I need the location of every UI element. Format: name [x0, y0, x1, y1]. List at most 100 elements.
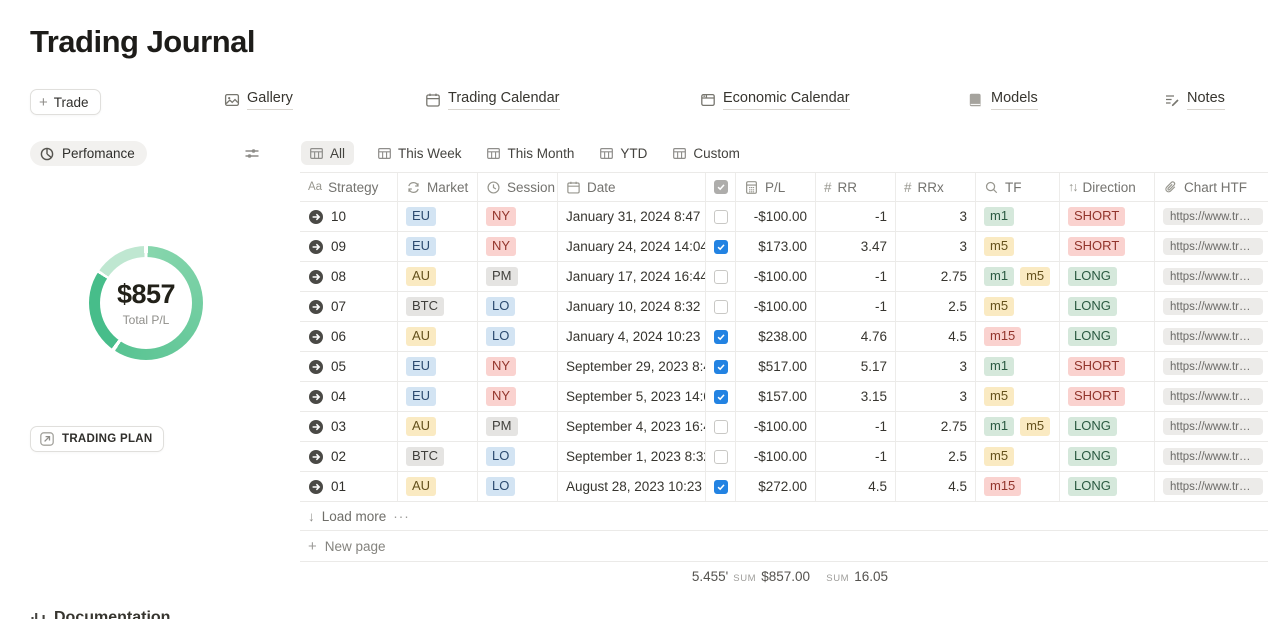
column-header-rr[interactable]: # RR — [816, 173, 896, 201]
cell-rr[interactable]: -1 — [816, 442, 896, 471]
cell-strategy[interactable]: 06 — [300, 322, 398, 351]
chart-link-chip[interactable]: https://www.tradi... — [1163, 298, 1263, 315]
cell-chart[interactable]: https://www.tradi... — [1155, 412, 1268, 441]
cell-strategy[interactable]: 10 — [300, 202, 398, 231]
cell-tf[interactable]: m5 — [976, 382, 1060, 411]
cell-pl[interactable]: -$100.00 — [736, 292, 816, 321]
checkbox-checked[interactable] — [713, 359, 728, 374]
cell-direction[interactable]: SHORT — [1060, 202, 1155, 231]
open-arrow-icon[interactable] — [308, 299, 324, 315]
cell-direction[interactable]: SHORT — [1060, 232, 1155, 261]
open-arrow-icon[interactable] — [308, 329, 324, 345]
cell-direction[interactable]: LONG — [1060, 262, 1155, 291]
cell-pl[interactable]: $157.00 — [736, 382, 816, 411]
cell-strategy[interactable]: 08 — [300, 262, 398, 291]
cell-pl[interactable]: -$100.00 — [736, 442, 816, 471]
cell-rrx[interactable]: 2.5 — [896, 442, 976, 471]
cell-tf[interactable]: m1 m5 — [976, 412, 1060, 441]
cell-rrx[interactable]: 3 — [896, 382, 976, 411]
tab-ytd[interactable]: YTD — [596, 141, 649, 165]
cell-strategy[interactable]: 07 — [300, 292, 398, 321]
cell-date[interactable]: September 1, 2023 8:32 — [558, 442, 706, 471]
column-header-strategy[interactable]: Aa Strategy — [300, 173, 398, 201]
load-more-row[interactable]: ↓ Load more ··· — [300, 502, 1268, 531]
checkbox-unchecked[interactable] — [713, 299, 728, 314]
checkbox-checked[interactable] — [713, 479, 728, 494]
cell-pl[interactable]: $517.00 — [736, 352, 816, 381]
cell-chart[interactable]: https://www.tradi... — [1155, 262, 1268, 291]
cell-rrx[interactable]: 2.5 — [896, 292, 976, 321]
cell-strategy[interactable]: 09 — [300, 232, 398, 261]
tab-custom[interactable]: Custom — [669, 141, 742, 165]
cell-pl[interactable]: -$100.00 — [736, 202, 816, 231]
cell-rr[interactable]: 4.76 — [816, 322, 896, 351]
cell-date[interactable]: September 29, 2023 8:47 — [558, 352, 706, 381]
cell-session[interactable]: NY — [478, 232, 558, 261]
cell-session[interactable]: PM — [478, 412, 558, 441]
column-header-chart[interactable]: Chart HTF — [1155, 173, 1268, 201]
chart-link-chip[interactable]: https://www.tradi... — [1163, 448, 1263, 465]
cell-date[interactable]: January 24, 2024 14:04 — [558, 232, 706, 261]
tab-all[interactable]: All — [301, 141, 355, 165]
checkbox-checked[interactable] — [713, 239, 728, 254]
new-page-row[interactable]: + New page — [300, 531, 1268, 562]
cell-rr[interactable]: 4.5 — [816, 472, 896, 501]
column-header-market[interactable]: Market — [398, 173, 478, 201]
cell-chart[interactable]: https://www.tradi... — [1155, 232, 1268, 261]
open-arrow-icon[interactable] — [308, 479, 324, 495]
cell-tf[interactable]: m5 — [976, 442, 1060, 471]
checkbox-unchecked[interactable] — [713, 419, 728, 434]
checkbox-aggregate-value[interactable]: 5.455' — [691, 569, 729, 584]
column-header-tf[interactable]: TF — [976, 173, 1060, 201]
cell-direction[interactable]: SHORT — [1060, 352, 1155, 381]
ellipsis-icon[interactable]: ··· — [393, 508, 410, 524]
cell-date[interactable]: January 4, 2024 10:23 — [558, 322, 706, 351]
open-arrow-icon[interactable] — [308, 269, 324, 285]
cell-chart[interactable]: https://www.tradi... — [1155, 382, 1268, 411]
column-header-rrx[interactable]: # RRx — [896, 173, 976, 201]
nav-link-gallery[interactable]: Gallery — [224, 90, 293, 110]
checkbox-checked[interactable] — [713, 329, 728, 344]
cell-rrx[interactable]: 4.5 — [896, 472, 976, 501]
tab-this-week[interactable]: This Week — [374, 141, 464, 165]
pl-sum-aggregate[interactable]: 5.455' SUM $857.00 — [692, 569, 810, 584]
cell-tf[interactable]: m1 — [976, 352, 1060, 381]
cell-market[interactable]: BTC — [398, 292, 478, 321]
cell-market[interactable]: AU — [398, 322, 478, 351]
filter-sliders-icon[interactable] — [243, 145, 261, 163]
cell-date[interactable]: January 31, 2024 8:47 — [558, 202, 706, 231]
column-header-direction[interactable]: ↑↓ Direction — [1060, 173, 1155, 201]
cell-chart[interactable]: https://www.tradi... — [1155, 322, 1268, 351]
cell-pl[interactable]: -$100.00 — [736, 412, 816, 441]
chart-link-chip[interactable]: https://www.tradi... — [1163, 238, 1263, 255]
nav-link-models[interactable]: Models — [968, 90, 1038, 110]
cell-session[interactable]: LO — [478, 442, 558, 471]
cell-date[interactable]: January 17, 2024 16:44 — [558, 262, 706, 291]
cell-date[interactable]: September 4, 2023 16:44 — [558, 412, 706, 441]
column-header-session[interactable]: Session — [478, 173, 558, 201]
chart-link-chip[interactable]: https://www.tradi... — [1163, 268, 1263, 285]
chart-link-chip[interactable]: https://www.tradi... — [1163, 328, 1263, 345]
chart-link-chip[interactable]: https://www.tradi... — [1163, 418, 1263, 435]
checkbox-unchecked[interactable] — [713, 449, 728, 464]
trade-button[interactable]: + Trade — [30, 89, 101, 115]
cell-direction[interactable]: LONG — [1060, 322, 1155, 351]
cell-rr[interactable]: 5.17 — [816, 352, 896, 381]
chart-link-chip[interactable]: https://www.tradi... — [1163, 388, 1263, 405]
tab-this-month[interactable]: This Month — [484, 141, 577, 165]
cell-strategy[interactable]: 03 — [300, 412, 398, 441]
nav-link-notes[interactable]: Notes — [1164, 90, 1225, 110]
cell-session[interactable]: LO — [478, 472, 558, 501]
cell-rr[interactable]: 3.15 — [816, 382, 896, 411]
checkbox-unchecked[interactable] — [713, 209, 728, 224]
column-header-checked[interactable] — [706, 173, 736, 201]
open-arrow-icon[interactable] — [308, 209, 324, 225]
open-arrow-icon[interactable] — [308, 449, 324, 465]
cell-tf[interactable]: m1 — [976, 202, 1060, 231]
cell-direction[interactable]: LONG — [1060, 412, 1155, 441]
performance-toggle[interactable]: Perfomance — [30, 141, 147, 166]
checkbox-unchecked[interactable] — [713, 269, 728, 284]
cell-date[interactable]: January 10, 2024 8:32 — [558, 292, 706, 321]
cell-direction[interactable]: LONG — [1060, 472, 1155, 501]
cell-chart[interactable]: https://www.tradi... — [1155, 352, 1268, 381]
